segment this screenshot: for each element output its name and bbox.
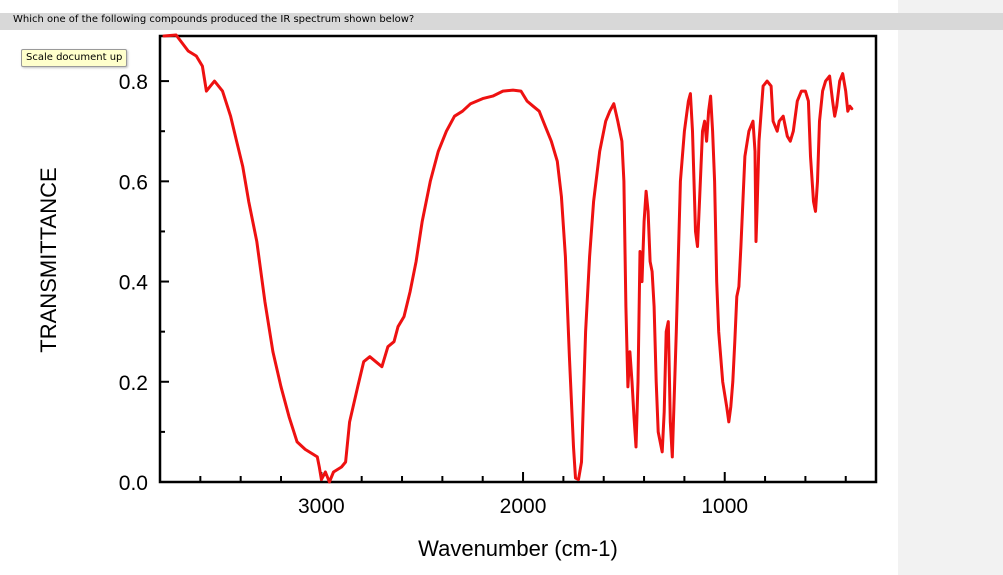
question-bar [0, 13, 1003, 30]
question-text: Which one of the following compounds pro… [13, 14, 415, 25]
x-tick-label: 2000 [500, 495, 547, 518]
series-line-ir-spectrum [162, 33, 854, 484]
x-axis-label: Wavenumber (cm-1) [418, 536, 618, 561]
y-tick-label: 0.6 [119, 171, 148, 194]
x-tick-label: 3000 [298, 495, 345, 518]
y-axis-label: TRANSMITTANCE [36, 167, 61, 352]
y-tick-label: 0.8 [119, 71, 148, 94]
document-page [0, 0, 898, 575]
y-tick-label: 0.4 [119, 272, 149, 295]
x-tick-label: 1000 [701, 495, 748, 518]
scale-document-up-button[interactable]: Scale document up [21, 49, 128, 67]
y-tick-label: 0.0 [119, 472, 148, 495]
plot-frame [158, 34, 878, 484]
y-tick-label: 0.2 [119, 372, 148, 395]
